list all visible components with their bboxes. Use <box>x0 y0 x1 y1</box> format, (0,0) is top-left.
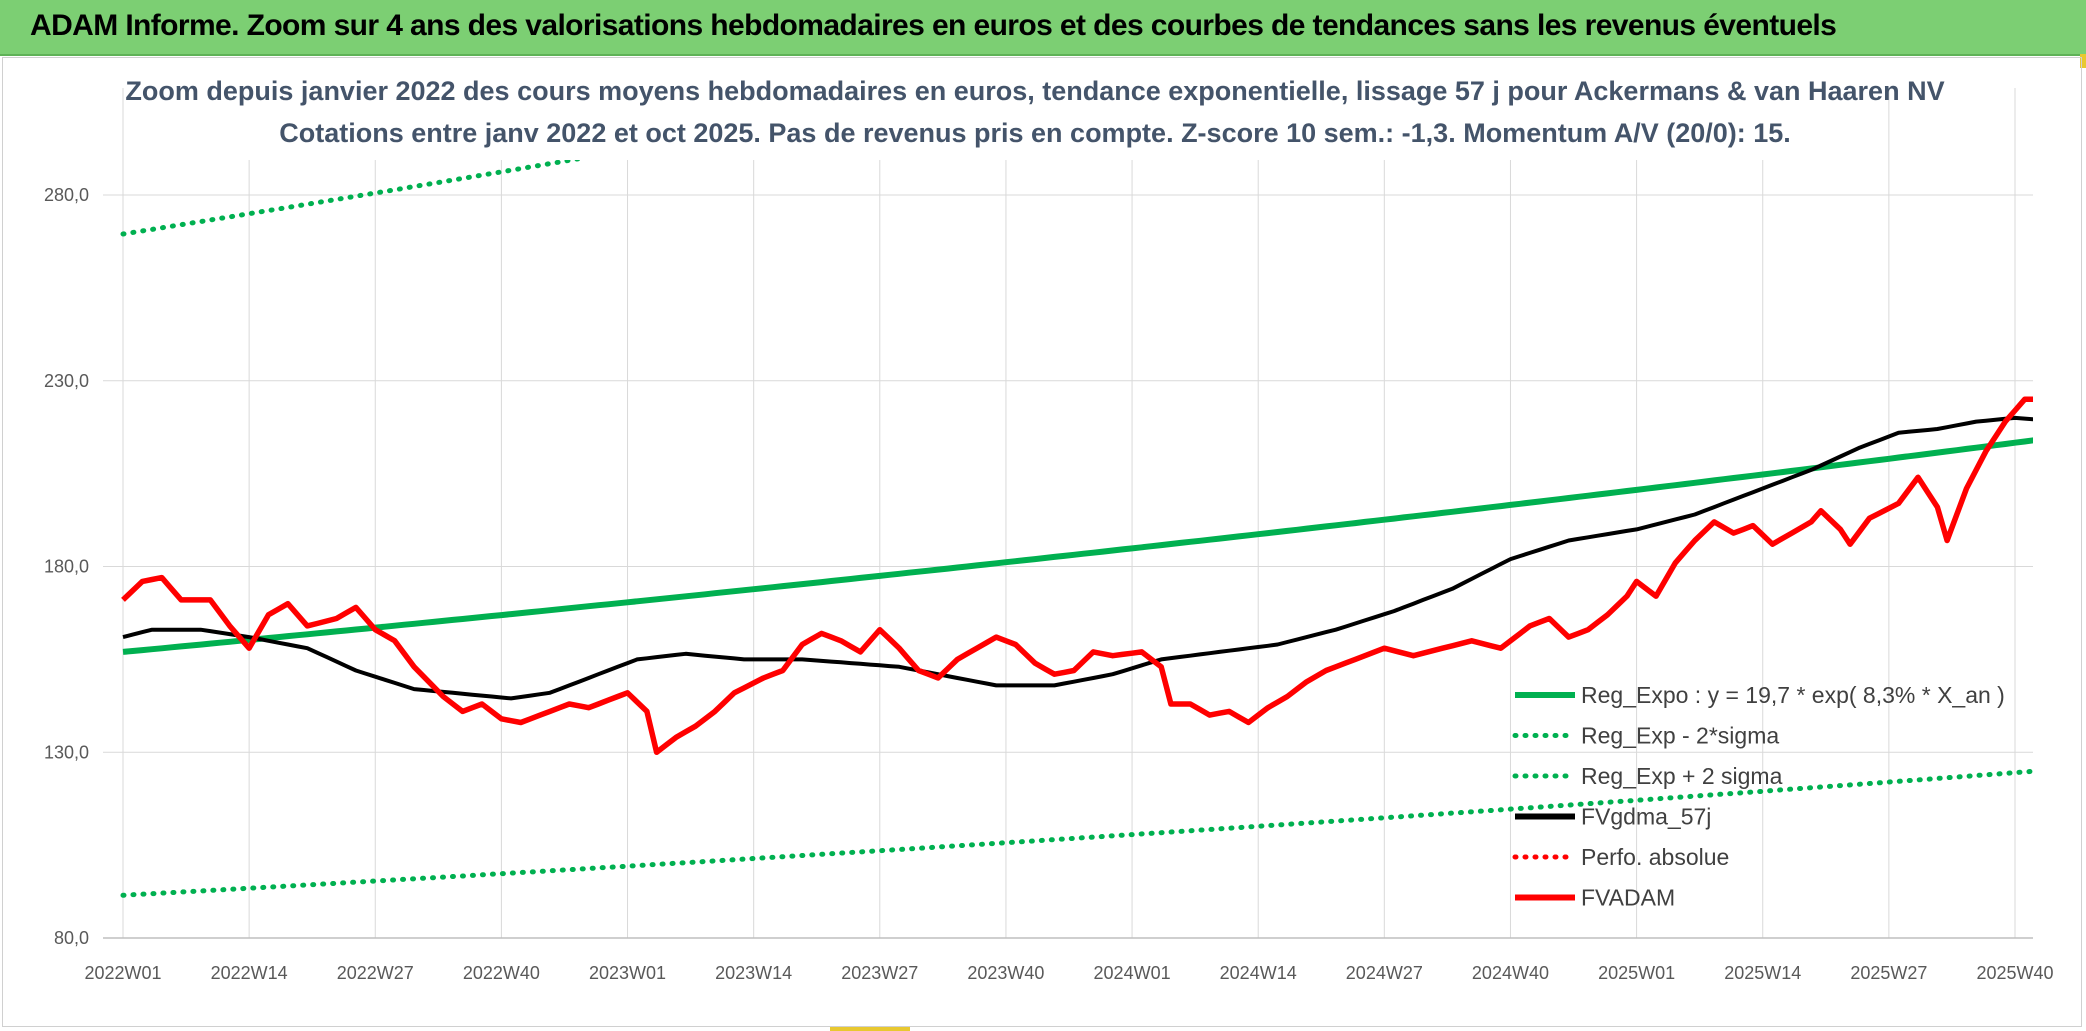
x-tick-label: 2025W27 <box>1850 963 1927 983</box>
chart-frame: 80,0 130,0 180,0 230,0 280,0 2022W01 2022W14 20… <box>2 57 2082 1027</box>
bottom-accent <box>830 1027 910 1031</box>
x-tick-label: 2023W14 <box>715 963 792 983</box>
legend-label: FVADAM <box>1581 885 1675 911</box>
x-tick-label: 2022W14 <box>211 963 288 983</box>
x-tick-label: 2024W01 <box>1094 963 1171 983</box>
chart-title: Zoom depuis janvier 2022 des cours moyen… <box>125 76 1944 106</box>
title-background <box>241 60 1831 160</box>
reg-minus-2sigma-line <box>120 768 2033 898</box>
x-tick-label: 2025W40 <box>1976 963 2053 983</box>
y-tick-label: 280,0 <box>44 185 89 205</box>
x-tick-label: 2024W27 <box>1346 963 1423 983</box>
page-title: ADAM Informe. Zoom sur 4 ans des valoris… <box>30 9 1837 42</box>
line-chart: 80,0 130,0 180,0 230,0 280,0 2022W01 2022W14 20… <box>44 60 2054 983</box>
grid <box>103 88 2033 939</box>
y-tick-label: 130,0 <box>44 742 89 762</box>
legend-label: Reg_Exp - 2*sigma <box>1581 723 1779 749</box>
legend-label: Reg_Expo : y = 19,7 * exp( 8,3% * X_an ) <box>1581 682 2005 708</box>
y-tick-label: 80,0 <box>54 928 89 948</box>
x-tick-label: 2025W01 <box>1598 963 1675 983</box>
legend-label: Reg_Exp + 2 sigma <box>1581 763 1783 789</box>
y-tick-label: 230,0 <box>44 371 89 391</box>
x-tick-label: 2023W27 <box>841 963 918 983</box>
fvadam-line <box>121 396 2033 756</box>
x-tick-label: 2023W01 <box>589 963 666 983</box>
chart-subtitle: Cotations entre janv 2022 et oct 2025. P… <box>279 118 1791 148</box>
header-accent <box>2080 54 2086 68</box>
series <box>120 88 2033 898</box>
x-tick-label: 2024W14 <box>1220 963 1297 983</box>
legend-label: Perfo. absolue <box>1581 844 1729 870</box>
header-bar: ADAM Informe. Zoom sur 4 ans des valoris… <box>0 0 2086 56</box>
x-tick-label: 2022W40 <box>463 963 540 983</box>
y-tick-label: 180,0 <box>44 557 89 577</box>
reg-expo-line <box>122 437 2033 655</box>
legend-label: FVgdma_57j <box>1581 804 1711 830</box>
x-tick-label: 2023W40 <box>967 963 1044 983</box>
x-tick-label: 2025W14 <box>1724 963 1801 983</box>
x-tick-label: 2022W27 <box>337 963 414 983</box>
axes: 80,0 130,0 180,0 230,0 280,0 2022W01 2022W14 20… <box>44 185 2054 983</box>
reg-plus-2sigma-line <box>120 88 993 237</box>
fvgdma-57j-line <box>122 415 2033 701</box>
x-tick-label: 2022W01 <box>84 963 161 983</box>
x-tick-label: 2024W40 <box>1472 963 1549 983</box>
legend: Reg_Expo : y = 19,7 * exp( 8,3% * X_an )… <box>1512 682 2005 911</box>
